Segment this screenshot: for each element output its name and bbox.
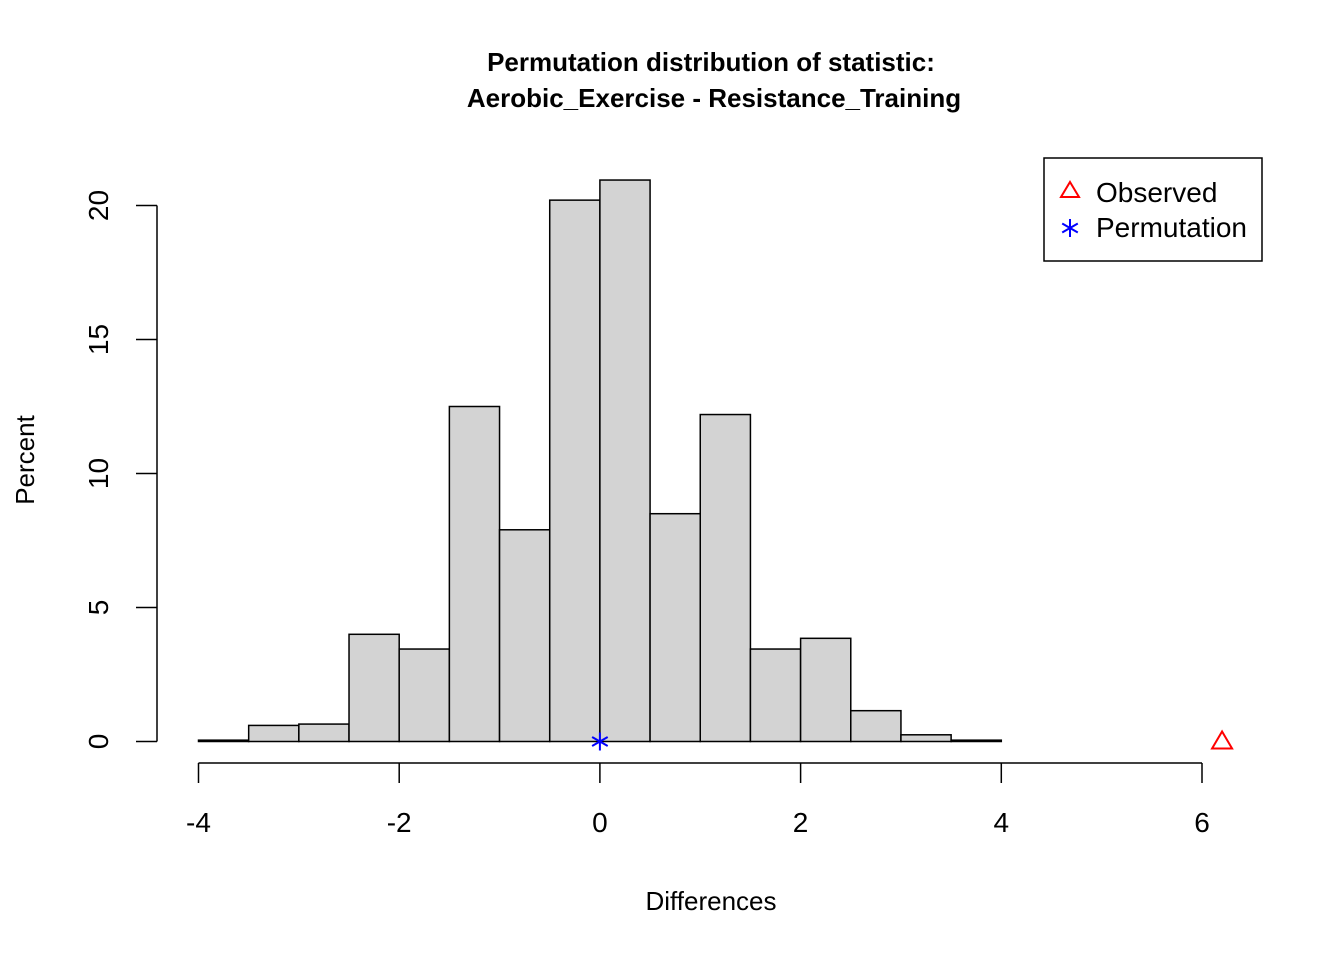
histogram-bars [197,179,1003,743]
y-tick-label: 5 [83,600,114,616]
chart-title: Permutation distribution of statistic: [487,47,935,77]
data-markers [591,729,1234,751]
legend-observed-label: Observed [1096,177,1217,208]
y-tick-label: 10 [83,458,114,489]
x-tick-label: 2 [793,807,809,838]
y-tick-label: 20 [83,190,114,221]
histogram-bar [247,724,300,743]
histogram-bar [498,529,551,743]
x-axis: -4 -2 0 2 4 6 [186,762,1210,838]
legend-asterisk [1061,219,1079,237]
histogram-bar [548,199,601,743]
histogram-bar [649,512,702,743]
legend-box [1043,157,1263,262]
x-axis-label: Differences [645,886,776,916]
histogram-bar [950,739,1003,743]
legend-observed-icon [1059,180,1081,198]
legend-permutation-label: Permutation [1096,212,1247,243]
observed-marker [1210,729,1234,750]
histogram-bar [398,648,451,743]
y-tick-label: 15 [83,324,114,355]
histogram-bar [448,405,501,743]
histogram-bar [850,709,902,743]
permutation-marker [591,732,609,751]
x-tick-label: 4 [994,807,1010,838]
y-tick-label: 0 [83,734,114,750]
x-tick-label: 0 [592,807,608,838]
histogram-bar [197,739,250,743]
chart-subtitle: Aerobic_Exercise - Resistance_Training [467,83,961,113]
histogram-bar [749,648,802,743]
histogram-bar [900,734,952,743]
x-tick-label: -2 [387,807,412,838]
histogram-bar [298,723,350,743]
x-tick-label: -4 [186,807,211,838]
y-axis-label: Percent [10,414,40,504]
x-tick-label: 6 [1194,807,1210,838]
y-axis: 0 5 10 15 20 [83,190,158,750]
histogram-bar [599,179,651,743]
histogram-bar [699,413,752,743]
legend: Observed Permutation [1043,157,1263,262]
histogram-bar [799,637,852,743]
legend-permutation-icon [1061,219,1079,237]
histogram-bar [348,633,400,743]
